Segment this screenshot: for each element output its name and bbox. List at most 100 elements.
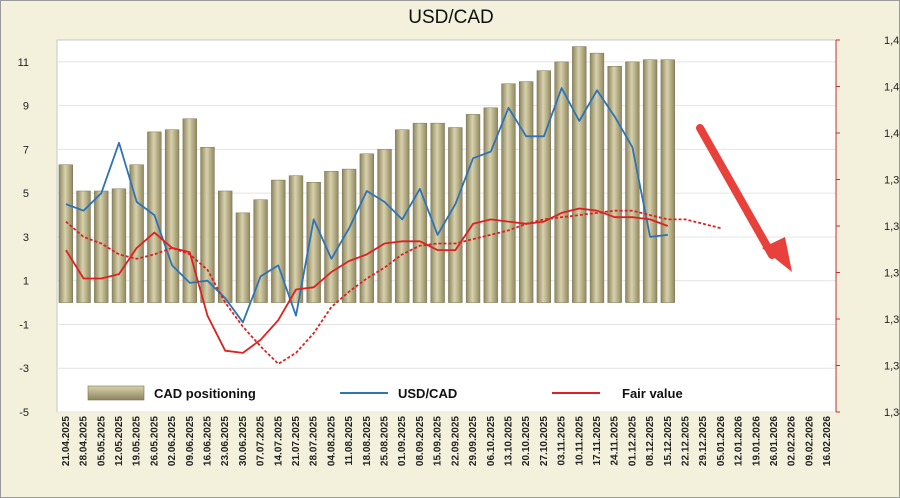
- x-tick-label: 10.11.2025: [574, 416, 585, 466]
- bar: [94, 190, 109, 303]
- y-right-tick-label: 1,3900: [884, 175, 900, 187]
- bar: [448, 127, 463, 303]
- y-right-tick-label: 1,4200: [884, 35, 900, 47]
- x-tick-label: 05.05.2025: [96, 416, 107, 466]
- bar: [430, 122, 445, 303]
- y-right-tick-label: 1,4000: [884, 128, 900, 140]
- bar: [288, 175, 304, 303]
- x-tick-label: 09.02.2026: [804, 416, 815, 466]
- x-tick-label: 19.05.2025: [132, 416, 143, 466]
- x-tick-label: 09.06.2025: [185, 416, 196, 466]
- y-left-tick-label: 11: [18, 57, 29, 69]
- x-tick-label: 08.12.2025: [645, 416, 656, 466]
- x-tick-label: 25.08.2025: [380, 416, 391, 466]
- bar: [554, 61, 569, 303]
- x-tick-label: 12.05.2025: [114, 416, 125, 466]
- x-tick-label: 21.07.2025: [291, 416, 302, 466]
- y-right-tick-label: 1,3600: [884, 314, 900, 326]
- bar: [182, 118, 197, 303]
- bar: [341, 168, 357, 303]
- bar: [465, 114, 481, 303]
- y-right-tick-label: 1,3400: [884, 407, 900, 419]
- y-left-tick-label: 5: [23, 188, 29, 200]
- bar: [129, 164, 144, 303]
- bar: [572, 46, 587, 303]
- x-tick-label: 22.09.2025: [450, 416, 461, 466]
- x-tick-label: 21.04.2025: [61, 416, 72, 466]
- x-tick-label: 20.10.2025: [521, 416, 532, 466]
- x-tick-label: 03.11.2025: [557, 416, 568, 466]
- x-tick-label: 11.08.2025: [344, 416, 355, 466]
- x-tick-label: 15.09.2025: [433, 416, 444, 466]
- x-tick-label: 24.11.2025: [610, 416, 621, 466]
- x-tick-label: 30.06.2025: [238, 416, 249, 466]
- bar: [412, 122, 428, 303]
- chart-title: USD/CAD: [408, 7, 494, 28]
- bar: [271, 179, 286, 303]
- bar: [395, 129, 410, 303]
- bar: [589, 52, 605, 303]
- x-tick-label: 26.01.2026: [769, 416, 780, 466]
- y-left-tick-label: 7: [23, 144, 29, 156]
- bar: [164, 129, 180, 303]
- x-tick-label: 18.08.2025: [362, 416, 373, 466]
- usdcad-line: [65, 87, 668, 324]
- bar: [607, 66, 622, 303]
- x-tick-label: 07.07.2025: [256, 416, 267, 466]
- x-tick-label: 28.07.2025: [309, 416, 320, 466]
- x-tick-label: 01.12.2025: [627, 416, 638, 466]
- bar: [324, 171, 339, 303]
- x-tick-label: 12.01.2026: [734, 416, 745, 466]
- x-tick-label: 26.05.2025: [149, 416, 160, 466]
- x-tick-label: 23.06.2025: [220, 416, 231, 466]
- y-left-tick-label: -1: [19, 319, 29, 331]
- x-tick-label: 16.02.2026: [822, 416, 833, 466]
- bar: [200, 146, 215, 303]
- x-tick-label: 14.07.2025: [273, 416, 284, 466]
- trend-arrow-head: [762, 237, 792, 272]
- trend-arrow-shaft: [696, 124, 776, 259]
- y-right-tick-label: 1,3800: [884, 221, 900, 233]
- x-tick-label: 13.10.2025: [503, 416, 514, 466]
- x-tick-label: 22.12.2025: [681, 416, 692, 466]
- bar: [642, 59, 658, 303]
- bar: [306, 181, 321, 303]
- bar: [377, 149, 392, 303]
- y-left-tick-label: 9: [23, 101, 29, 113]
- legend-swatch-bars: [87, 385, 145, 401]
- x-tick-label: 19.01.2026: [751, 416, 762, 466]
- bar: [58, 164, 74, 303]
- fair-value-line: [65, 207, 669, 354]
- x-tick-label: 02.02.2026: [787, 416, 798, 466]
- y-right-tick-label: 1,3500: [884, 361, 900, 373]
- x-tick-label: 29.12.2025: [698, 416, 709, 466]
- bar: [660, 59, 675, 303]
- bar: [483, 107, 498, 303]
- legend-label-fair-value: Fair value: [622, 386, 683, 401]
- x-tick-label: 29.09.2025: [468, 416, 479, 466]
- x-tick-label: 27.10.2025: [539, 416, 550, 466]
- y-left-tick-label: -3: [19, 363, 29, 375]
- bar: [519, 81, 534, 303]
- x-tick-label: 05.01.2026: [716, 416, 727, 466]
- x-tick-label: 04.08.2025: [326, 416, 337, 466]
- legend-label-cad-positioning: CAD positioning: [154, 386, 256, 401]
- x-tick-label: 17.11.2025: [592, 416, 603, 466]
- bar: [76, 190, 91, 303]
- bar: [359, 153, 374, 303]
- x-tick-label: 08.09.2025: [415, 416, 426, 466]
- bar: [625, 61, 640, 303]
- bar: [501, 83, 516, 303]
- x-tick-label: 28.04.2025: [79, 416, 90, 466]
- x-tick-label: 02.06.2025: [167, 416, 178, 466]
- x-tick-label: 15.12.2025: [663, 416, 674, 466]
- y-right-tick-label: 1,4100: [884, 82, 900, 94]
- bar: [111, 188, 127, 303]
- legend-label-usdcad: USD/CAD: [398, 386, 457, 401]
- fair-value-trend-line: [65, 209, 722, 365]
- y-left-tick-label: 1: [23, 276, 29, 288]
- y-right-tick-label: 1,3700: [884, 268, 900, 280]
- x-tick-label: 06.10.2025: [486, 416, 497, 466]
- x-tick-label: 16.06.2025: [202, 416, 213, 466]
